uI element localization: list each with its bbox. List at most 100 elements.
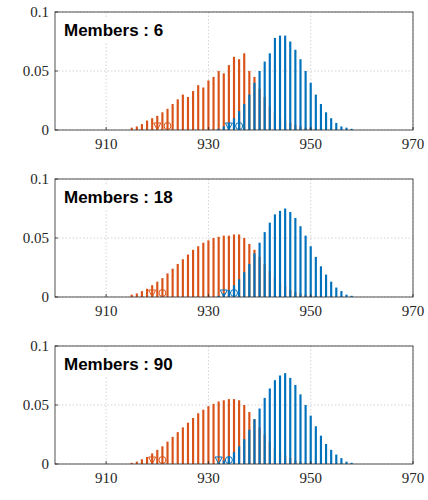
bar [212,238,214,297]
bar [264,398,266,464]
x-tick-label: 930 [197,470,220,486]
bar [233,285,235,297]
bar [192,418,194,464]
bar [223,73,225,130]
y-tick-label: 0 [42,289,50,305]
y-tick [55,464,58,465]
bar [177,432,179,464]
y-tick [55,405,58,406]
marker-triangle [149,457,156,464]
frame [55,12,413,130]
y-tick [55,12,58,13]
bar [223,460,225,464]
bar [310,83,312,130]
bar [243,272,245,297]
bar [269,388,271,464]
bar [258,409,260,464]
bar [305,71,307,130]
bar [207,406,209,464]
bar [330,282,332,297]
title: Members : 6 [64,21,163,40]
bar [212,77,214,130]
bar [192,250,194,297]
x-tick-label: 930 [197,136,220,152]
bar [161,446,163,464]
x-tick [106,294,107,297]
bar [166,109,168,130]
bar [218,401,220,464]
x-tick [310,461,311,464]
bar [166,273,168,297]
bar [156,450,158,464]
bar [202,88,204,130]
bar [136,293,138,297]
x-tick-label: 910 [95,303,118,319]
x-tick [106,127,107,130]
marker-circle [231,290,238,297]
bar [294,385,296,464]
bar [248,264,250,297]
bar [253,77,255,130]
bar [238,279,240,297]
bar [289,212,291,297]
marker-triangle [215,457,222,464]
bar [233,118,235,130]
bar [310,246,312,297]
bar [161,112,163,130]
figure: 91093095097000.050.1Members : 6910930950… [0,0,428,500]
y-tick-label: 0.1 [30,171,49,187]
bar [340,291,342,297]
bar [335,288,337,297]
bar [305,236,307,297]
bar [315,426,317,464]
y-tick-label: 0.05 [23,397,49,413]
x-tick [106,461,107,464]
title-box [57,18,170,42]
bar [146,457,148,464]
y-tick [55,71,58,72]
bar [335,455,337,464]
bar [177,99,179,130]
bar [161,278,163,297]
x-tick-label: 950 [299,303,322,319]
bar [279,36,281,130]
marker-circle [159,457,166,464]
bar [299,59,301,130]
bar [299,394,301,464]
bar [187,423,189,464]
x-tick [208,461,209,464]
bar [274,38,276,130]
grid-line [208,12,209,130]
bar [223,126,225,130]
bar [197,246,199,297]
bar [228,399,230,464]
plot-area [131,373,353,464]
bar [172,104,174,130]
bar [166,442,168,464]
bar [253,253,255,297]
marker-circle [225,457,232,464]
y-tick [55,238,58,239]
marker-circle [159,290,166,297]
background [0,0,428,500]
x-tick-label: 910 [95,136,118,152]
bar [258,243,260,297]
bar [146,121,148,130]
x-tick [208,294,209,297]
y-tick-label: 0 [42,456,50,472]
bar [207,80,209,130]
bar [325,112,327,130]
x-tick [413,127,414,130]
bar [330,450,332,464]
bar [243,104,245,130]
bar [243,439,245,464]
plot-area [131,209,353,298]
bar [202,410,204,464]
bar [274,380,276,464]
title: Members : 90 [64,355,173,374]
y-tick-label: 0.05 [23,230,49,246]
bar [218,237,220,297]
x-tick-label: 970 [402,136,425,152]
y-tick-label: 0.1 [30,4,49,20]
x-tick-label: 930 [197,303,220,319]
